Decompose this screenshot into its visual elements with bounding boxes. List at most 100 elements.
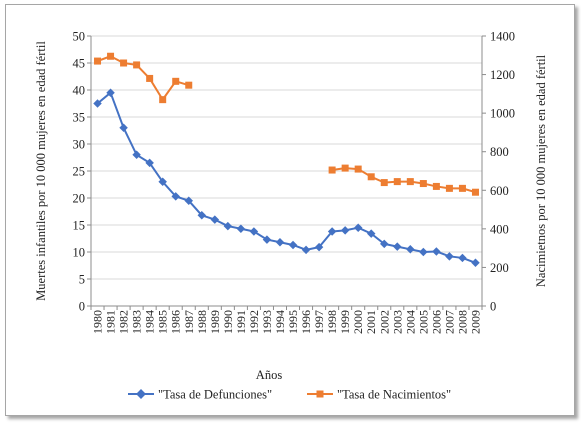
data-point-nacimientos bbox=[458, 184, 466, 192]
data-point-nacimientos bbox=[159, 96, 167, 104]
x-tick-label: 1987 bbox=[182, 310, 196, 334]
y-left-tick-label: 5 bbox=[79, 273, 85, 287]
x-tick-label: 2000 bbox=[351, 310, 365, 334]
x-tick-label: 1997 bbox=[312, 310, 326, 334]
y-right-tick-label: 1200 bbox=[490, 68, 515, 82]
data-point-nacimientos bbox=[172, 77, 180, 85]
data-point-nacimientos bbox=[146, 74, 154, 82]
data-point-defunciones bbox=[301, 245, 311, 255]
legend-marker-defunciones bbox=[136, 389, 146, 399]
series-layer bbox=[93, 52, 480, 268]
y-right-tick-label: 1400 bbox=[490, 30, 515, 44]
x-tick-label: 1994 bbox=[273, 310, 287, 334]
y-right-tick-label: 0 bbox=[490, 300, 496, 314]
x-tick-label: 1993 bbox=[260, 310, 274, 334]
data-point-nacimientos bbox=[406, 178, 414, 186]
data-point-defunciones bbox=[106, 88, 115, 97]
data-point-defunciones bbox=[393, 242, 402, 251]
x-tick-label: 1983 bbox=[130, 310, 144, 334]
data-point-nacimientos bbox=[367, 173, 375, 181]
chart: 0 5 10 15 20 25 30 35 40 45 50 0 200 400 600 800 1000 12… bbox=[34, 30, 548, 402]
data-point-defunciones bbox=[249, 227, 259, 236]
data-point-defunciones bbox=[340, 226, 350, 235]
legend-item-nacimientos: "Tasa de Nacimientos" bbox=[307, 388, 451, 402]
x-axis-label: Años bbox=[256, 368, 283, 382]
y-left-tick-label: 20 bbox=[73, 192, 86, 206]
legend-marker-nacimientos bbox=[316, 390, 324, 398]
data-point-nacimientos bbox=[107, 52, 115, 60]
data-point-defunciones bbox=[184, 196, 193, 205]
x-tick-label: 1990 bbox=[221, 310, 235, 334]
data-point-defunciones bbox=[197, 211, 207, 220]
data-point-defunciones bbox=[327, 227, 337, 236]
y-left-tick-label: 25 bbox=[73, 165, 86, 179]
data-point-defunciones bbox=[119, 123, 128, 133]
x-tick-labels: 1980 1981 1982 1983 1984 1985 1986 1987 1988 1989… bbox=[91, 310, 483, 334]
y-axis-right-label: Nacimietnos por 10 000 mujeres en edad f… bbox=[534, 54, 548, 287]
axes bbox=[87, 35, 486, 310]
series-defunciones bbox=[93, 88, 480, 268]
y-axis-left-label: Muertes infantiles por 10 000 mujeres en… bbox=[34, 41, 48, 301]
data-point-nacimientos bbox=[445, 184, 453, 192]
data-point-defunciones bbox=[353, 223, 363, 232]
data-point-defunciones bbox=[314, 242, 324, 252]
x-tick-label: 1999 bbox=[338, 310, 352, 334]
left-tick-labels: 0 5 10 15 20 25 30 35 40 45 50 bbox=[73, 30, 86, 314]
x-tick-label: 1984 bbox=[143, 310, 157, 334]
legend-item-defunciones: "Tasa de Defunciones" bbox=[128, 388, 272, 402]
x-tick-label: 2004 bbox=[403, 310, 417, 334]
x-tick-label: 1991 bbox=[234, 310, 248, 334]
y-right-tick-label: 800 bbox=[490, 145, 509, 159]
y-right-tick-label: 200 bbox=[490, 261, 509, 275]
data-point-nacimientos bbox=[94, 57, 102, 65]
series-nacimientos bbox=[94, 52, 479, 196]
x-tick-label: 2002 bbox=[377, 310, 391, 334]
x-tick-label: 1995 bbox=[286, 310, 300, 334]
x-tick-label: 1985 bbox=[156, 310, 170, 334]
data-point-nacimientos bbox=[419, 180, 427, 188]
data-point-defunciones bbox=[445, 252, 454, 261]
series-line-nacimientos bbox=[97, 55, 476, 194]
data-point-nacimientos bbox=[133, 61, 141, 69]
x-tick-label: 1992 bbox=[247, 310, 261, 334]
data-point-defunciones bbox=[262, 235, 272, 244]
x-tick-label: 1988 bbox=[195, 310, 209, 334]
data-point-defunciones bbox=[223, 221, 233, 231]
data-point-defunciones bbox=[275, 238, 285, 247]
x-tick-label: 1980 bbox=[91, 310, 105, 334]
x-tick-label: 2001 bbox=[364, 310, 378, 334]
x-tick-label: 2006 bbox=[429, 310, 443, 334]
y-left-tick-label: 50 bbox=[73, 30, 86, 44]
y-left-tick-label: 15 bbox=[73, 219, 86, 233]
x-tick-label: 2005 bbox=[416, 310, 430, 334]
data-point-nacimientos bbox=[393, 178, 401, 186]
y-left-tick-label: 30 bbox=[73, 138, 86, 152]
data-point-defunciones bbox=[132, 150, 141, 160]
data-point-defunciones bbox=[419, 247, 428, 257]
data-point-defunciones bbox=[288, 240, 298, 250]
legend-label-nacimientos: "Tasa de Nacimientos" bbox=[337, 388, 451, 402]
data-point-defunciones bbox=[158, 177, 167, 187]
y-left-tick-label: 10 bbox=[73, 246, 86, 260]
legend: "Tasa de Defunciones" "Tasa de Nacimient… bbox=[128, 388, 451, 402]
data-point-defunciones bbox=[406, 245, 415, 254]
data-point-nacimientos bbox=[341, 164, 349, 172]
y-left-tick-label: 0 bbox=[79, 300, 85, 314]
data-point-nacimientos bbox=[120, 59, 128, 67]
x-tick-label: 2009 bbox=[468, 310, 482, 334]
x-tick-label: 1981 bbox=[104, 310, 118, 334]
data-point-nacimientos bbox=[471, 188, 479, 196]
data-point-defunciones bbox=[458, 253, 467, 263]
chart-frame: 0 5 10 15 20 25 30 35 40 45 50 0 200 400 600 800 1000 12… bbox=[5, 4, 575, 416]
y-right-tick-label: 1000 bbox=[490, 107, 515, 121]
y-left-tick-label: 35 bbox=[73, 111, 86, 125]
right-tick-labels: 0 200 400 600 800 1000 1200 1400 bbox=[490, 30, 515, 314]
x-tick-label: 1998 bbox=[325, 310, 339, 334]
y-left-tick-label: 40 bbox=[73, 84, 86, 98]
data-point-nacimientos bbox=[354, 165, 362, 173]
data-point-nacimientos bbox=[432, 182, 440, 190]
series-line-defunciones bbox=[96, 91, 476, 264]
data-point-defunciones bbox=[471, 258, 480, 268]
y-right-tick-label: 400 bbox=[490, 222, 509, 236]
y-right-tick-label: 600 bbox=[490, 184, 509, 198]
